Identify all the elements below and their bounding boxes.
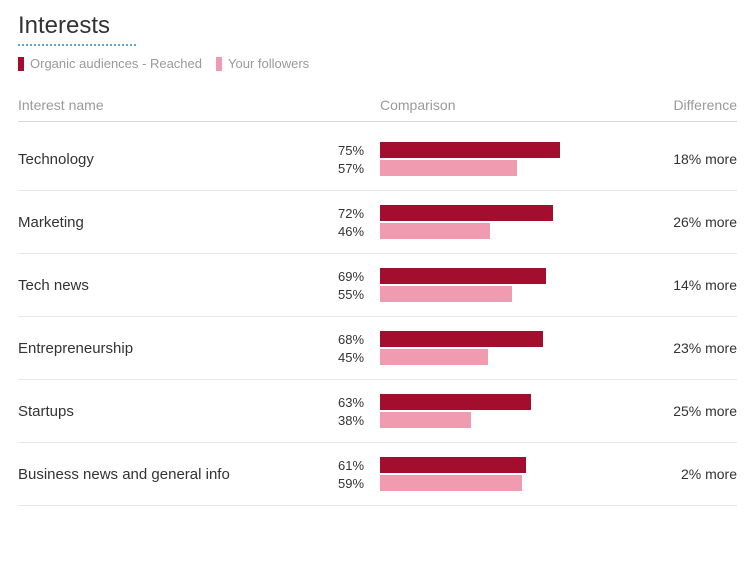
bar-fill-organic xyxy=(380,268,546,284)
bar-fill-followers xyxy=(380,412,471,428)
difference-value: 25% more xyxy=(627,403,737,419)
bar-fill-organic xyxy=(380,331,543,347)
column-header-name: Interest name xyxy=(18,97,338,113)
difference-value: 26% more xyxy=(627,214,737,230)
bar-track xyxy=(380,268,620,284)
bar-fill-followers xyxy=(380,475,522,491)
difference-value: 2% more xyxy=(627,466,737,482)
pct-label-organic: 69% xyxy=(338,269,380,284)
table-row: Startups63%38%25% more xyxy=(18,380,737,443)
comparison-cell: 75%57% xyxy=(338,142,627,176)
pct-label-organic: 63% xyxy=(338,395,380,410)
bar-row-organic: 72% xyxy=(338,205,627,221)
bar-track xyxy=(380,205,620,221)
bar-row-followers: 55% xyxy=(338,286,627,302)
bar-fill-organic xyxy=(380,457,526,473)
bar-track xyxy=(380,457,620,473)
bar-track xyxy=(380,331,620,347)
bar-row-organic: 63% xyxy=(338,394,627,410)
legend-swatch-organic xyxy=(18,57,24,71)
bar-row-followers: 45% xyxy=(338,349,627,365)
bar-track xyxy=(380,394,620,410)
bar-fill-followers xyxy=(380,160,517,176)
pct-label-organic: 61% xyxy=(338,458,380,473)
interest-name: Marketing xyxy=(18,214,338,231)
pct-label-organic: 72% xyxy=(338,206,380,221)
interest-name: Startups xyxy=(18,403,338,420)
legend: Organic audiences - Reached Your followe… xyxy=(18,56,737,71)
difference-value: 14% more xyxy=(627,277,737,293)
bar-row-followers: 46% xyxy=(338,223,627,239)
bar-row-followers: 38% xyxy=(338,412,627,428)
difference-value: 18% more xyxy=(627,151,737,167)
table-row: Tech news69%55%14% more xyxy=(18,254,737,317)
comparison-cell: 69%55% xyxy=(338,268,627,302)
interest-name: Technology xyxy=(18,151,338,168)
bar-row-followers: 59% xyxy=(338,475,627,491)
comparison-cell: 72%46% xyxy=(338,205,627,239)
comparison-cell: 63%38% xyxy=(338,394,627,428)
pct-label-followers: 38% xyxy=(338,413,380,428)
bar-fill-followers xyxy=(380,286,512,302)
bar-track xyxy=(380,142,620,158)
bar-track xyxy=(380,286,620,302)
bar-row-followers: 57% xyxy=(338,160,627,176)
bar-track xyxy=(380,412,620,428)
bar-row-organic: 61% xyxy=(338,457,627,473)
interest-name: Tech news xyxy=(18,277,338,294)
pct-label-followers: 55% xyxy=(338,287,380,302)
comparison-cell: 61%59% xyxy=(338,457,627,491)
table-row: Entrepreneurship68%45%23% more xyxy=(18,317,737,380)
pct-label-organic: 68% xyxy=(338,332,380,347)
bar-row-organic: 75% xyxy=(338,142,627,158)
interest-name: Entrepreneurship xyxy=(18,340,338,357)
pct-label-followers: 45% xyxy=(338,350,380,365)
bar-row-organic: 68% xyxy=(338,331,627,347)
bar-fill-followers xyxy=(380,349,488,365)
page-title: Interests xyxy=(18,12,737,40)
comparison-cell: 68%45% xyxy=(338,331,627,365)
table-body: Technology75%57%18% moreMarketing72%46%2… xyxy=(18,128,737,506)
table-header-row: Interest name Comparison Difference xyxy=(18,97,737,122)
bar-track xyxy=(380,475,620,491)
bar-fill-followers xyxy=(380,223,490,239)
table-row: Business news and general info61%59%2% m… xyxy=(18,443,737,506)
legend-swatch-followers xyxy=(216,57,222,71)
legend-label-organic: Organic audiences - Reached xyxy=(30,56,202,71)
bar-track xyxy=(380,160,620,176)
bar-fill-organic xyxy=(380,142,560,158)
bar-track xyxy=(380,223,620,239)
legend-item-organic: Organic audiences - Reached xyxy=(18,56,202,71)
interest-name: Business news and general info xyxy=(18,466,338,483)
pct-label-followers: 46% xyxy=(338,224,380,239)
legend-item-followers: Your followers xyxy=(216,56,309,71)
pct-label-followers: 59% xyxy=(338,476,380,491)
pct-label-organic: 75% xyxy=(338,143,380,158)
table-row: Marketing72%46%26% more xyxy=(18,191,737,254)
column-header-difference: Difference xyxy=(627,97,737,113)
pct-label-followers: 57% xyxy=(338,161,380,176)
difference-value: 23% more xyxy=(627,340,737,356)
bar-track xyxy=(380,349,620,365)
title-underline xyxy=(18,44,136,46)
column-header-comparison: Comparison xyxy=(338,97,627,113)
bar-fill-organic xyxy=(380,394,531,410)
legend-label-followers: Your followers xyxy=(228,56,309,71)
bar-fill-organic xyxy=(380,205,553,221)
bar-row-organic: 69% xyxy=(338,268,627,284)
table-row: Technology75%57%18% more xyxy=(18,128,737,191)
